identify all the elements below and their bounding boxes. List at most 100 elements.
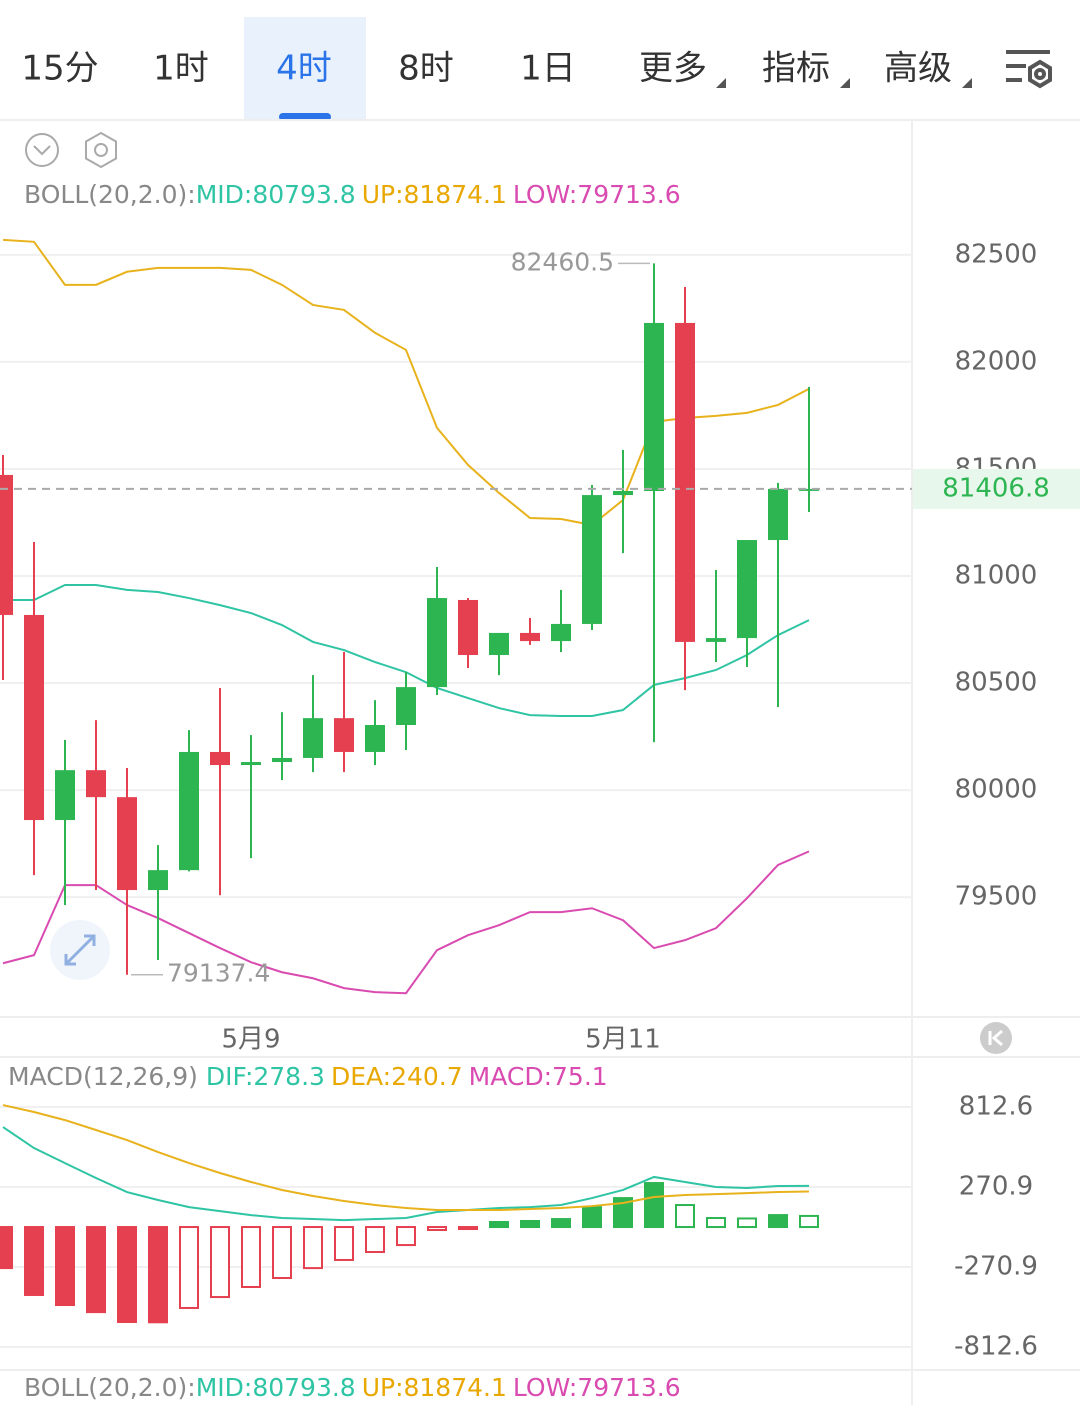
legend-label: BOLL(20,2.0): (24, 180, 196, 209)
candle-body (427, 598, 447, 688)
menu-caret (716, 78, 726, 88)
candle-body (0, 474, 13, 615)
y-tick-label: 812.6 (959, 1092, 1033, 1122)
legend-mid: MID:80793.8 (196, 180, 356, 209)
macd-bar (0, 1226, 13, 1270)
settings-icon[interactable] (1006, 50, 1052, 89)
max-label: 82460.5 (511, 247, 614, 276)
tab[interactable]: 4时 (276, 49, 332, 89)
tab[interactable]: 15分 (21, 49, 98, 89)
macd-bar (489, 1221, 509, 1229)
candle-body (365, 724, 385, 752)
indicator-line (2, 850, 810, 995)
macd-bar (334, 1226, 354, 1261)
menu-caret (840, 78, 850, 88)
plot-area: 82460.5 79137.4 (0, 238, 912, 1349)
y-tick-label: -812.6 (954, 1332, 1038, 1362)
macd-bar (303, 1226, 323, 1270)
candle-body (396, 687, 416, 725)
tab[interactable]: 高级 (884, 49, 952, 89)
boll-legend: BOLL(20,2.0):MID:80793.8 UP:81874.1 LOW:79… (24, 180, 681, 209)
indicator-line (2, 1126, 810, 1222)
candle-body (117, 797, 137, 891)
macd-bar (86, 1226, 106, 1314)
y-tick-label: 270.9 (959, 1172, 1033, 1202)
tab[interactable]: 1日 (520, 49, 576, 89)
legend-low: LOW:79713.6 (513, 1373, 681, 1402)
macd-bar (148, 1226, 168, 1324)
legend-label: MACD(12,26,9) (8, 1062, 198, 1091)
macd-bar (210, 1226, 230, 1299)
macd-bar (551, 1218, 571, 1229)
macd-bar (644, 1182, 664, 1229)
macd-bar (799, 1214, 819, 1229)
legend-low: LOW:79713.6 (513, 180, 681, 209)
tab[interactable]: 8时 (398, 49, 454, 89)
candle-body (489, 632, 509, 655)
candle-body (148, 870, 168, 891)
candle-body (303, 718, 323, 758)
active-tab-bg (244, 17, 366, 120)
candle-body (675, 322, 695, 642)
indicator-line (2, 238, 810, 527)
macd-bar (520, 1219, 540, 1229)
x-tick-label: 5月11 (585, 1025, 661, 1055)
legend-mid: MID:80793.8 (196, 1373, 356, 1402)
y-tick-label: 80000 (955, 775, 1038, 805)
reset-icon[interactable] (980, 1022, 1012, 1054)
candle-body (737, 540, 757, 639)
legend-macd: MACD:75.1 (469, 1062, 608, 1091)
y-tick-label: -270.9 (954, 1252, 1038, 1282)
macd-bar (582, 1206, 602, 1229)
y-tick-label: 82000 (955, 346, 1038, 376)
macd-bar (179, 1226, 199, 1309)
legend-up: UP:81874.1 (362, 180, 507, 209)
macd-bar (365, 1226, 385, 1253)
collapse-icon[interactable] (25, 133, 59, 167)
candle-body (613, 491, 633, 496)
candle-body (179, 751, 199, 871)
candle-body (55, 770, 75, 821)
boll-legend-footer: BOLL(20,2.0):MID:80793.8 UP:81874.1 LOW:79… (24, 1373, 681, 1402)
macd-bar (613, 1197, 633, 1229)
current-price-box (913, 468, 1080, 509)
candle-body (768, 488, 788, 541)
candle-body (458, 599, 478, 655)
macd-legend: MACD(12,26,9) DIF:278.3 DEA:240.7 MACD:75.1 (8, 1062, 608, 1091)
y-tick-label: 82500 (955, 239, 1038, 269)
tab[interactable]: 指标 (762, 49, 830, 89)
macd-bar (117, 1226, 137, 1324)
macd-bar (24, 1226, 44, 1296)
candle-body (86, 770, 106, 798)
macd-bar (55, 1226, 75, 1307)
candle-body (706, 638, 726, 642)
y-tick-label: 81000 (955, 560, 1038, 590)
candle-body (24, 614, 44, 821)
macd-bar (768, 1214, 788, 1229)
candle-body (210, 751, 230, 766)
tab[interactable]: 更多 (639, 49, 707, 89)
y-tick-label: 79500 (955, 882, 1038, 912)
macd-bar (427, 1226, 447, 1231)
macd-bar (272, 1226, 292, 1279)
candle-body (582, 495, 602, 624)
candle-body (241, 762, 261, 766)
macd-bar (241, 1226, 261, 1288)
current-price-label: 81406.8 (942, 473, 1050, 503)
macd-bar (706, 1217, 726, 1229)
legend-up: UP:81874.1 (362, 1373, 507, 1402)
indicator-line (2, 1104, 810, 1212)
candle-body (520, 632, 540, 642)
hexagon-icon[interactable] (85, 131, 117, 169)
y-tick-label: 80500 (955, 668, 1038, 698)
tab[interactable]: 1时 (153, 49, 209, 89)
legend-dea: DEA:240.7 (331, 1062, 463, 1091)
min-label: 79137.4 (167, 959, 270, 988)
macd-bar (737, 1217, 757, 1229)
macd-bar (458, 1226, 478, 1231)
expand-icon[interactable] (50, 920, 110, 980)
candle-body (644, 322, 664, 492)
macd-bar (675, 1204, 695, 1229)
legend-dif: DIF:278.3 (206, 1062, 325, 1091)
